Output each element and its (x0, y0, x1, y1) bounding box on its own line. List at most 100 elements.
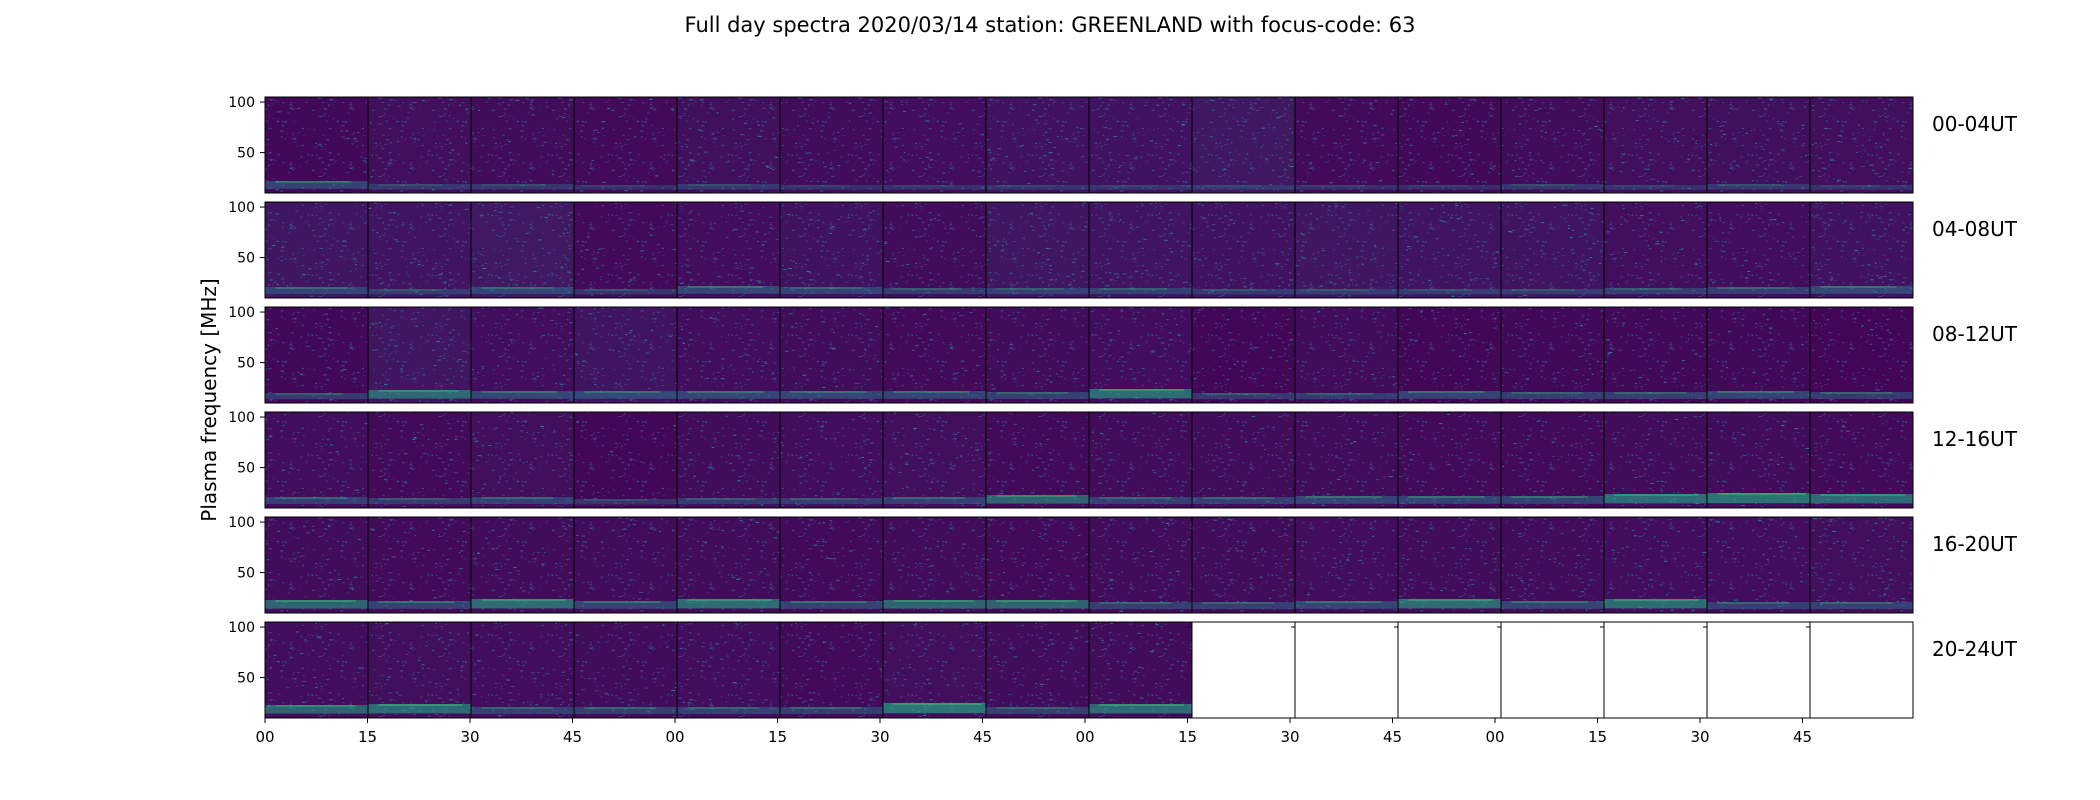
noise-speckle (624, 164, 626, 166)
noise-speckle (1758, 520, 1762, 522)
noise-speckle (534, 457, 537, 459)
noise-speckle (1120, 356, 1124, 358)
noise-speckle (822, 641, 826, 643)
noise-speckle (1240, 236, 1243, 238)
noise-speckle (1450, 547, 1455, 549)
noise-speckle (545, 357, 547, 359)
noise-speckle (1490, 572, 1493, 574)
noise-speckle (1058, 375, 1060, 377)
noise-speckle (1362, 563, 1364, 564)
noise-speckle (1871, 413, 1874, 415)
noise-speckle (502, 171, 506, 173)
panel-noise-overlay (986, 622, 1089, 718)
row-label: 08-12UT (1932, 322, 2018, 346)
noise-speckle (600, 279, 602, 281)
noise-speckle (305, 596, 307, 598)
panel-background (1398, 97, 1501, 193)
noise-speckle (704, 151, 708, 153)
noise-speckle (856, 585, 860, 587)
noise-speckle (998, 539, 1000, 541)
noise-speckle (1015, 292, 1018, 294)
noise-speckle (1369, 279, 1374, 281)
spectrum-panel (1706, 516, 1811, 614)
noise-speckle (1456, 218, 1460, 220)
noise-speckle (452, 336, 455, 338)
noise-speckle (792, 261, 795, 262)
noise-speckle (277, 273, 280, 275)
noise-speckle (939, 519, 942, 521)
noise-speckle (1002, 572, 1005, 573)
panel-background (1192, 202, 1295, 298)
noise-speckle (1242, 277, 1247, 279)
noise-speckle (981, 133, 984, 135)
noise-speckle (574, 353, 578, 355)
noise-speckle (396, 226, 398, 228)
x-tick-label: 45 (1383, 728, 1402, 746)
noise-speckle (1227, 446, 1231, 448)
noise-speckle (690, 709, 695, 711)
noise-speckle (1801, 124, 1805, 126)
noise-speckle (1374, 520, 1377, 522)
noise-speckle (908, 666, 912, 668)
noise-speckle (1788, 252, 1790, 254)
noise-speckle (428, 715, 431, 717)
spectrum-panel (470, 621, 575, 719)
noise-speckle (1210, 100, 1215, 101)
noise-speckle (1625, 527, 1628, 529)
low-frequency-band (677, 391, 780, 399)
noise-speckle (531, 114, 535, 116)
noise-speckle (1692, 438, 1694, 440)
panel-noise-overlay (1089, 622, 1192, 718)
noise-speckle (1140, 697, 1144, 699)
x-tick-label: 00 (665, 728, 684, 746)
noise-speckle (296, 469, 301, 471)
spectrum-panel (1394, 621, 1502, 719)
noise-speckle (399, 368, 403, 370)
noise-speckle (491, 548, 494, 549)
noise-speckle (492, 564, 495, 566)
noise-speckle (614, 328, 616, 330)
noise-speckle (894, 146, 897, 148)
noise-speckle (314, 686, 318, 688)
noise-speckle (934, 217, 936, 219)
noise-speckle (630, 458, 632, 459)
noise-speckle (625, 334, 628, 336)
noise-speckle (479, 254, 483, 256)
noise-speckle (570, 212, 573, 214)
noise-speckle (994, 656, 997, 658)
noise-speckle (1475, 437, 1478, 439)
noise-speckle (1812, 205, 1815, 207)
noise-speckle (1885, 462, 1890, 464)
noise-speckle (265, 418, 267, 420)
noise-speckle (780, 453, 783, 455)
noise-speckle (542, 232, 544, 234)
noise-speckle (1885, 116, 1888, 118)
noise-speckle (689, 708, 693, 710)
noise-speckle (370, 323, 375, 325)
noise-speckle (497, 482, 501, 483)
noise-speckle (379, 675, 382, 677)
panel-noise-overlay (574, 202, 677, 298)
noise-speckle (905, 463, 909, 465)
noise-speckle (663, 154, 666, 156)
spectrum-panel (1497, 621, 1605, 719)
panel-noise-overlay (574, 307, 677, 403)
noise-speckle (1679, 248, 1683, 250)
noise-speckle (275, 213, 279, 215)
noise-speckle (1151, 556, 1154, 557)
noise-speckle (1133, 158, 1138, 160)
panel-background (1810, 97, 1913, 193)
noise-speckle (834, 150, 836, 152)
noise-speckle (483, 483, 487, 485)
noise-speckle (979, 134, 982, 136)
noise-speckle (760, 504, 764, 506)
noise-speckle (452, 329, 455, 331)
noise-speckle (710, 705, 714, 707)
x-axis: 00 15 30 45 00 15 30 45 00 15 30 45 00 15 30 45 (255, 718, 1812, 746)
noise-speckle (1476, 246, 1480, 248)
noise-speckle (1181, 124, 1186, 125)
noise-speckle (806, 271, 811, 272)
noise-speckle (624, 190, 628, 192)
noise-speckle (1694, 493, 1698, 495)
